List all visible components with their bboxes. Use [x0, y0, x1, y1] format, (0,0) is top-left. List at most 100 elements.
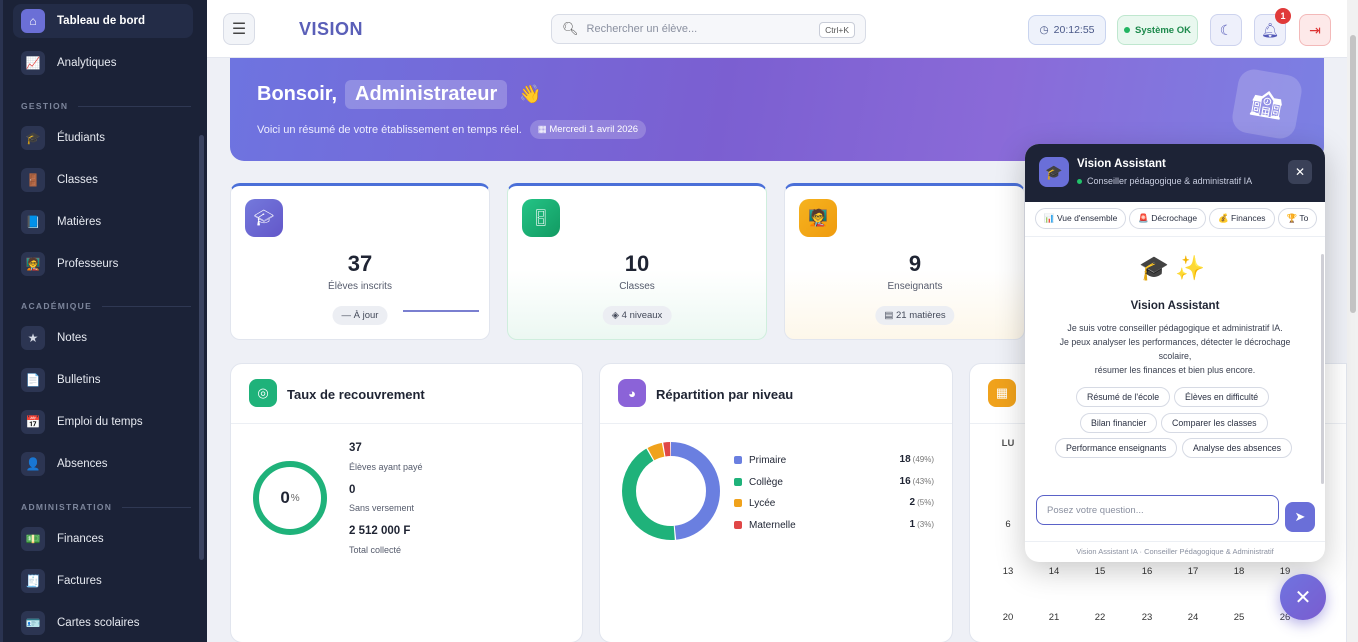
greeting-text: Bonsoir,: [257, 83, 338, 105]
calendar-day[interactable]: 24: [1187, 612, 1199, 623]
send-button[interactable]: ➤: [1285, 502, 1315, 532]
close-icon: ✕: [1294, 586, 1312, 609]
teacher-icon: 🧑‍🏫: [21, 252, 45, 276]
chip-dropout[interactable]: 🚨 Décrochage: [1129, 208, 1207, 229]
sidebar-item-classes[interactable]: 🚪 Classes: [13, 163, 193, 197]
calendar-day[interactable]: 18: [1233, 566, 1245, 577]
legend-percent: (43%): [912, 477, 934, 486]
sidebar-item-analytics[interactable]: 📈 Analytiques: [13, 46, 193, 80]
sidebar-item-absences[interactable]: 👤 Absences: [13, 447, 193, 481]
quick-compare-button[interactable]: Comparer les classes: [1161, 413, 1268, 433]
donut-slice-primaire: [622, 442, 720, 540]
sidebar-item-subjects[interactable]: 📘 Matières: [13, 205, 193, 239]
quick-absences-button[interactable]: Analyse des absences: [1182, 438, 1293, 458]
hero-title: Bonsoir, Administrateur 👋: [257, 80, 542, 109]
divider: [1025, 541, 1325, 542]
money-icon: 💵: [21, 527, 45, 551]
stat-card-teachers[interactable]: 🧑‍🏫︎ 9 Enseignants ▤ 21 matières: [784, 183, 1025, 340]
cap-sparkles-icon: 🎓✨: [1139, 255, 1211, 282]
legend-value: 16 (43%): [899, 476, 934, 487]
page-scrollbar-thumb[interactable]: [1350, 35, 1356, 313]
assistant-scrollbar[interactable]: [1321, 254, 1324, 484]
sidebar-item-school-cards[interactable]: 🪪 Cartes scolaires: [13, 606, 193, 640]
sidebar-item-label: Tableau de bord: [57, 15, 145, 27]
notification-badge: 1: [1275, 8, 1291, 24]
sidebar-item-dashboard[interactable]: ⌂ Tableau de bord: [13, 4, 193, 38]
assistant-toggle-fab[interactable]: ✕: [1280, 574, 1326, 620]
calendar-day[interactable]: 22: [1094, 612, 1106, 623]
target-icon: ◎: [249, 379, 277, 407]
legend-value: 18 (49%): [899, 454, 934, 465]
legend-swatch: [734, 456, 742, 464]
assistant-question-input[interactable]: [1036, 495, 1279, 525]
unpaid-count: 0: [349, 484, 356, 496]
quick-summary-button[interactable]: Résumé de l'école: [1076, 387, 1171, 407]
legend-percent: (5%): [917, 498, 934, 507]
sidebar-item-bulletins[interactable]: 📄 Bulletins: [13, 363, 193, 397]
calendar-day[interactable]: 16: [1141, 566, 1153, 577]
stat-card-students[interactable]: 🎓︎ 37 Élèves inscrits — À jour: [230, 183, 490, 340]
sidebar-item-teachers[interactable]: 🧑‍🏫 Professeurs: [13, 247, 193, 281]
sidebar-item-label: Cartes scolaires: [57, 617, 140, 629]
chip-overview[interactable]: 📊 Vue d'ensemble: [1035, 208, 1127, 229]
page-scrollbar[interactable]: [1347, 0, 1358, 642]
clock-display: ◷ 20:12:55: [1028, 15, 1106, 45]
calendar-day[interactable]: 20: [1002, 612, 1014, 623]
calendar-icon: ▦: [537, 124, 550, 135]
quick-struggling-button[interactable]: Élèves en difficulté: [1174, 387, 1270, 407]
calendar-day[interactable]: 6: [1005, 519, 1011, 530]
menu-toggle-button[interactable]: ☰: [223, 13, 255, 45]
chip-top[interactable]: 🏆 To: [1277, 208, 1318, 229]
stat-label: Élèves inscrits: [328, 281, 392, 292]
stat-card-classes[interactable]: 🚪︎ 10 Classes ◈ 4 niveaux: [507, 183, 767, 340]
calendar-day[interactable]: 19: [1279, 566, 1291, 577]
sidebar-item-students[interactable]: 🎓 Étudiants: [13, 121, 193, 155]
book-icon: ▤: [884, 310, 896, 321]
panel-header: ◕ Répartition par niveau: [600, 364, 952, 424]
assistant-panel: 🎓 Vision Assistant Conseiller pédagogiqu…: [1025, 144, 1325, 562]
sidebar-item-finances[interactable]: 💵 Finances: [13, 522, 193, 556]
calendar-day[interactable]: 21: [1048, 612, 1060, 623]
quick-financial-button[interactable]: Bilan financier: [1080, 413, 1158, 433]
graduate-icon: 🎓︎: [245, 199, 283, 237]
legend-swatch: [734, 478, 742, 486]
assistant-body-title: Vision Assistant: [1130, 300, 1220, 312]
sidebar-item-notes[interactable]: ★ Notes: [13, 321, 193, 355]
stat-pill: ◈ 4 niveaux: [602, 306, 672, 325]
desc-line: Je peux analyser les performances, détec…: [1059, 337, 1291, 361]
welcome-banner: Bonsoir, Administrateur 👋 Voici un résum…: [230, 58, 1324, 161]
calendar-day[interactable]: 17: [1187, 566, 1199, 577]
calendar-day[interactable]: 23: [1141, 612, 1153, 623]
sidebar-scrollbar[interactable]: [199, 135, 204, 560]
sidebar-item-label: Emploi du temps: [57, 416, 143, 428]
logout-button[interactable]: ⇥: [1299, 14, 1331, 46]
unpaid-label: Sans versement: [349, 503, 415, 513]
assistant-chip-bar: 📊 Vue d'ensemble 🚨 Décrochage 💰 Finances 🏆 …: [1035, 208, 1320, 229]
sidebar-item-timetable[interactable]: 📅 Emploi du temps: [13, 405, 193, 439]
search-input[interactable]: [586, 23, 817, 35]
assistant-header: 🎓 Vision Assistant Conseiller pédagogiqu…: [1025, 144, 1325, 202]
stat-value: 9: [908, 251, 922, 276]
chip-finances[interactable]: 💰 Finances: [1209, 208, 1275, 229]
quick-teachers-button[interactable]: Performance enseignants: [1055, 438, 1178, 458]
brand-logo[interactable]: VISION: [299, 19, 364, 39]
calendar-day[interactable]: 25: [1233, 612, 1245, 623]
assistant-close-button[interactable]: ✕: [1288, 160, 1312, 184]
calendar-day[interactable]: 15: [1094, 566, 1106, 577]
desc-line: résumer les finances et bien plus encore…: [1094, 365, 1256, 375]
graduation-cap-icon: 🎓: [1039, 157, 1069, 187]
calendar-day[interactable]: 14: [1048, 566, 1060, 577]
sidebar-item-label: Étudiants: [57, 132, 105, 144]
notifications-button[interactable]: 🔔︎ 1: [1254, 8, 1291, 46]
graduate-icon: 🎓: [21, 126, 45, 150]
calendar-day[interactable]: 26: [1279, 612, 1291, 623]
panel-title: Taux de recouvrement: [287, 387, 425, 402]
calendar-day[interactable]: 13: [1002, 566, 1014, 577]
search-bar[interactable]: 🔍︎ Ctrl+K: [551, 14, 866, 44]
sidebar-item-invoices[interactable]: 🧾 Factures: [13, 564, 193, 598]
legend-label: Maternelle: [749, 519, 796, 531]
dark-mode-button[interactable]: ☾: [1210, 14, 1242, 46]
sidebar-section-academique: ACADÉMIQUE: [21, 301, 191, 311]
pie-chart-icon: ◕: [618, 379, 646, 407]
sidebar-item-label: Classes: [57, 174, 98, 186]
